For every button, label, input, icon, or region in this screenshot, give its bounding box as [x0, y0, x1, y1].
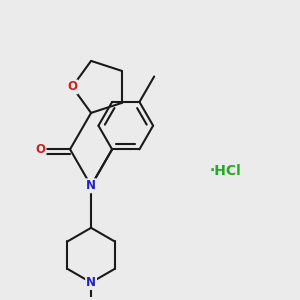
Text: N: N — [86, 179, 96, 192]
Text: N: N — [86, 276, 96, 289]
Text: O: O — [36, 143, 46, 156]
Text: ·HCl: ·HCl — [210, 164, 242, 178]
Text: O: O — [67, 80, 77, 93]
